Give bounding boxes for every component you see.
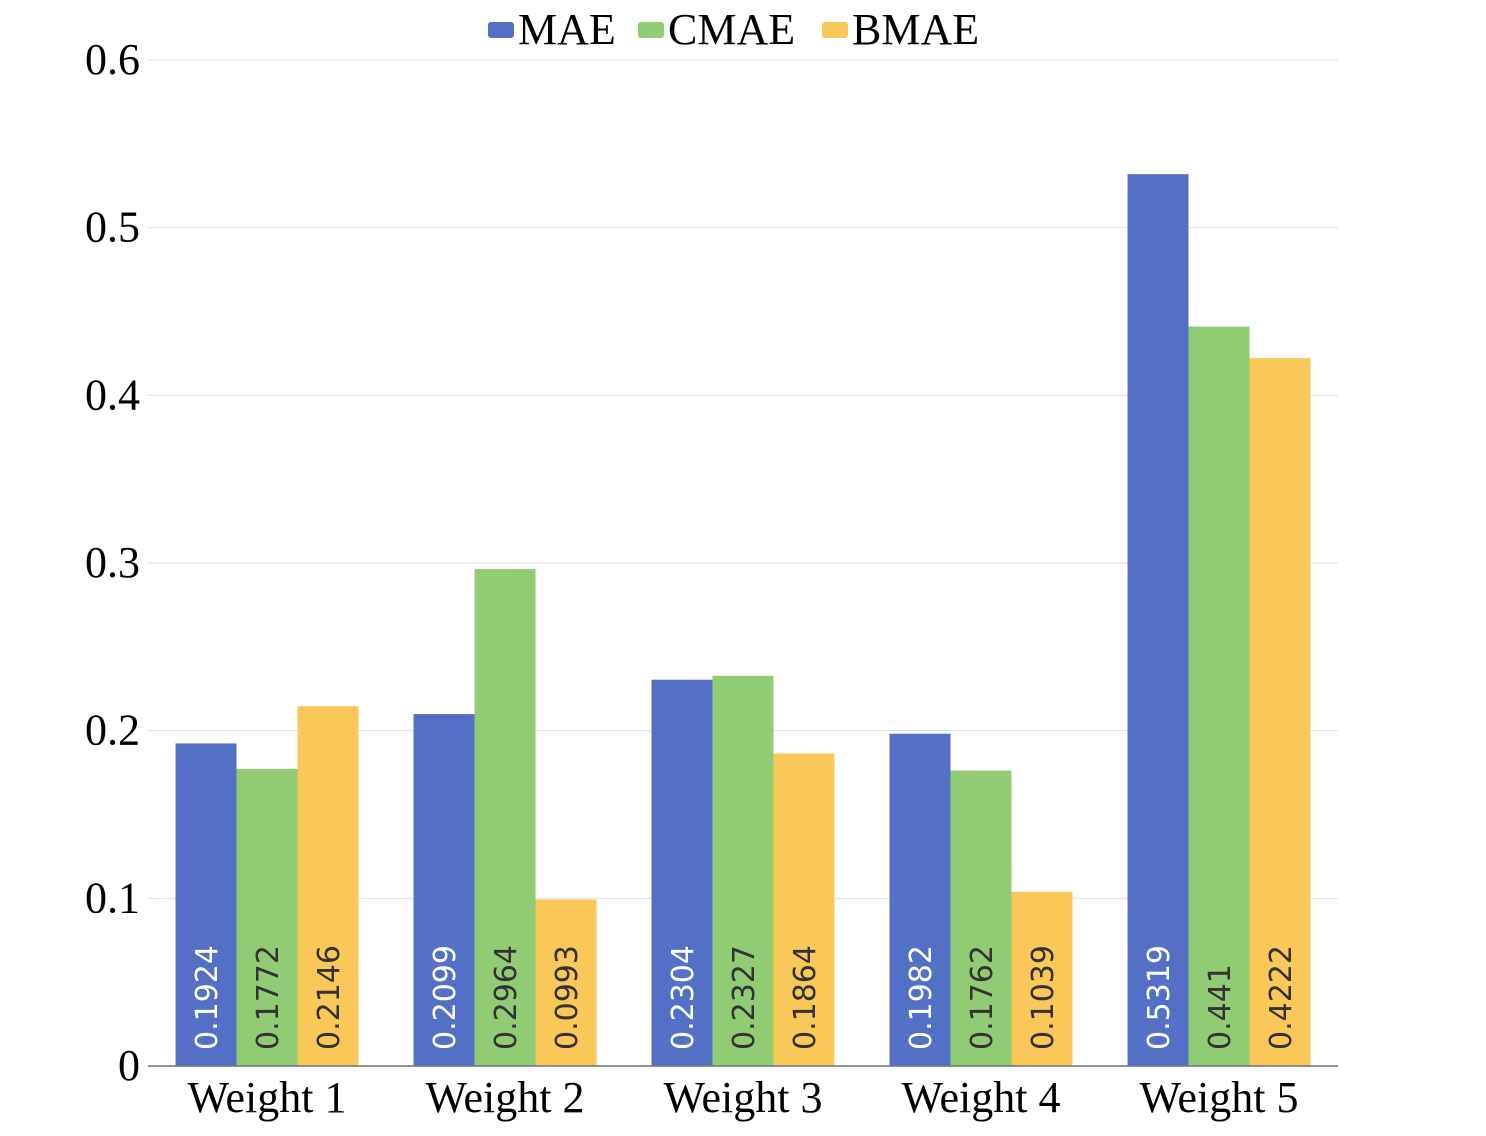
data-label: 0.5319 — [1142, 945, 1177, 1050]
y-tick-label: 0.1 — [85, 873, 140, 922]
bars — [175, 174, 1311, 1067]
y-tick-label: 0.3 — [85, 538, 140, 587]
data-label: 0.2964 — [489, 945, 524, 1050]
bar-bmae-1 — [297, 706, 359, 1066]
data-label: 0.1762 — [965, 945, 1000, 1050]
bar-mae-4 — [889, 733, 951, 1066]
x-tick-label: Weight 2 — [426, 1073, 585, 1122]
bar-cmae-5 — [1188, 326, 1250, 1067]
data-label: 0.2099 — [428, 945, 463, 1050]
data-label: 0.4222 — [1264, 945, 1299, 1050]
x-tick-label: Weight 3 — [664, 1073, 823, 1122]
y-tick-label: 0.4 — [85, 370, 140, 419]
bar-mae-2 — [413, 714, 475, 1066]
y-tick-label: 0 — [118, 1041, 140, 1090]
bar-bmae-5 — [1249, 358, 1311, 1066]
bar-cmae-4 — [950, 770, 1012, 1066]
data-label: 0.1772 — [251, 945, 286, 1050]
data-label: 0.1864 — [788, 945, 823, 1050]
data-label: 0.441 — [1203, 964, 1238, 1050]
x-axis: Weight 1 Weight 2 Weight 3 Weight 4 Weight 5 — [148, 1065, 1338, 1122]
legend-label-bmae: BMAE — [852, 5, 979, 54]
legend-swatch-mae — [488, 22, 514, 38]
legend: MAE CMAE BMAE — [488, 5, 979, 54]
y-tick-label: 0.5 — [85, 203, 140, 252]
legend-label-mae: MAE — [518, 5, 616, 54]
bar-bmae-2 — [535, 899, 597, 1066]
x-tick-label: Weight 1 — [188, 1073, 347, 1122]
legend-label-cmae: CMAE — [668, 5, 795, 54]
y-axis: 0 0.1 0.2 0.3 0.4 0.5 0.6 — [85, 35, 140, 1090]
data-label: 0.1924 — [190, 945, 225, 1050]
x-tick-label: Weight 4 — [902, 1073, 1061, 1122]
legend-swatch-cmae — [638, 22, 664, 38]
bar-bmae-4 — [1011, 891, 1073, 1066]
bar-cmae-2 — [474, 569, 536, 1066]
y-tick-label: 0.2 — [85, 706, 140, 755]
data-label: 0.0993 — [550, 945, 585, 1050]
bar-cmae-1 — [236, 768, 298, 1066]
bar-mae-1 — [175, 743, 237, 1066]
data-label: 0.2304 — [666, 945, 701, 1050]
x-tick-label: Weight 5 — [1140, 1073, 1299, 1122]
y-tick-label: 0.6 — [85, 35, 140, 84]
bar-bmae-3 — [773, 753, 835, 1066]
data-label: 0.1039 — [1026, 945, 1061, 1050]
bar-cmae-3 — [712, 675, 774, 1066]
data-label: 0.2327 — [727, 945, 762, 1050]
data-labels: 0.1924 0.1772 0.2146 0.2099 0.2964 0.0993 0.23… — [190, 945, 1299, 1050]
bar-mae-5 — [1127, 174, 1189, 1066]
data-label: 0.2146 — [312, 945, 347, 1050]
legend-swatch-bmae — [822, 22, 848, 38]
bar-mae-3 — [651, 679, 713, 1066]
data-label: 0.1982 — [904, 945, 939, 1050]
